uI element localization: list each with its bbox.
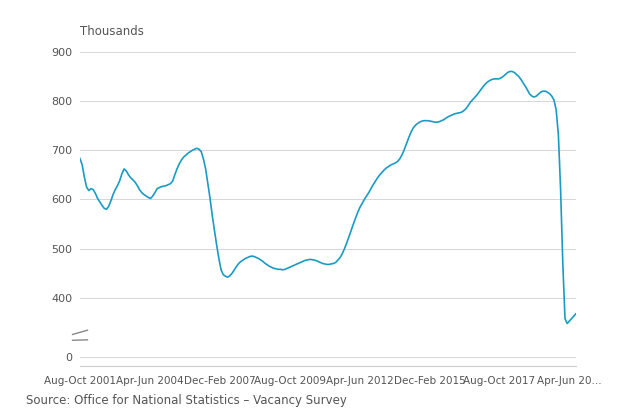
Text: Source: Office for National Statistics – Vacancy Survey: Source: Office for National Statistics –… [26,394,346,407]
Text: Thousands: Thousands [80,25,144,38]
